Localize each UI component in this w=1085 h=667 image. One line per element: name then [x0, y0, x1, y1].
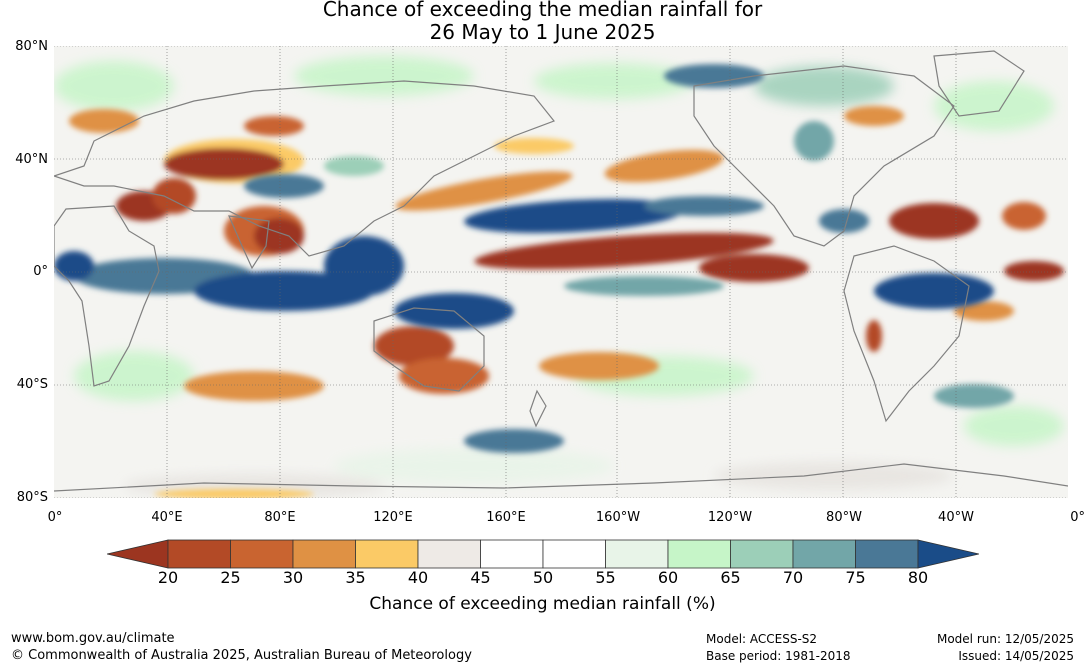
title-line-2: 26 May to 1 June 2025 — [429, 20, 656, 44]
colorbar-swatch-55-60 — [605, 539, 669, 569]
colorbar-swatch-50-55 — [542, 539, 606, 569]
lat-label-0: 0° — [33, 264, 48, 279]
colorbar-tick-70: 70 — [782, 568, 804, 587]
colorbar-title: Chance of exceeding median rainfall (%) — [369, 594, 716, 614]
colorbar-swatch-30-35 — [292, 539, 356, 569]
colorbar-swatch-40-45 — [417, 539, 481, 569]
lon-label-0: 0° — [47, 510, 63, 525]
lon-label-120e: 120°E — [373, 510, 413, 525]
rainfall-map — [54, 46, 1068, 498]
map-svg — [54, 46, 1068, 498]
colorbar-tick-35: 35 — [345, 568, 366, 587]
map-title: Chance of exceeding the median rainfall … — [0, 0, 1085, 44]
lon-label-160w: 160°W — [595, 510, 641, 525]
model-name: Model: ACCESS-S2 — [706, 632, 818, 646]
colorbar-swatch-60-65 — [667, 539, 731, 569]
copyright-text: © Commonwealth of Australia 2025, Austra… — [11, 648, 472, 663]
colorbar-tick-75: 75 — [845, 568, 866, 587]
colorbar-low-extend — [106, 539, 169, 569]
colorbar-swatch-20-25 — [167, 539, 231, 569]
lat-label-80s: 80°S — [16, 490, 48, 505]
colorbar-svg — [106, 539, 980, 569]
colorbar-tick-45: 45 — [470, 568, 491, 587]
colorbar-tick-65: 65 — [720, 568, 741, 587]
lat-label-40n: 40°N — [15, 152, 48, 167]
base-period: Base period: 1981-2018 — [706, 649, 851, 663]
colorbar-tick-50: 50 — [532, 568, 554, 587]
colorbar-tick-30: 30 — [282, 568, 304, 587]
colorbar-swatch-65-70 — [730, 539, 794, 569]
lon-label-0-right: 0° — [1070, 510, 1085, 525]
lat-label-40s: 40°S — [16, 377, 48, 392]
colorbar-swatch-35-40 — [355, 539, 419, 569]
colorbar-tick-40: 40 — [407, 568, 429, 587]
colorbar-tick-25: 25 — [220, 568, 241, 587]
model-run-date: Model run: 12/05/2025 — [936, 632, 1074, 646]
lat-label-80n: 80°N — [15, 39, 48, 54]
lon-label-80w: 80°W — [826, 510, 862, 525]
colorbar-tick-80: 80 — [907, 568, 929, 587]
colorbar-swatch-25-30 — [230, 539, 294, 569]
colorbar-swatch-75-80 — [855, 539, 919, 569]
issued-date: Issued: 14/05/2025 — [958, 649, 1074, 663]
graticule — [54, 46, 1068, 498]
lon-label-80e: 80°E — [264, 510, 296, 525]
dry-anomalies — [69, 106, 1064, 498]
lon-label-40e: 40°E — [151, 510, 183, 525]
colorbar-swatch-70-75 — [792, 539, 856, 569]
lon-label-40w: 40°W — [938, 510, 974, 525]
colorbar-tick-20: 20 — [157, 568, 179, 587]
colorbar-swatch-45-50 — [480, 539, 544, 569]
website-link[interactable]: www.bom.gov.au/climate — [11, 631, 175, 646]
lon-label-120w: 120°W — [707, 510, 753, 525]
coastlines — [54, 50, 1068, 492]
colorbar-tick-60: 60 — [657, 568, 679, 587]
title-line-1: Chance of exceeding the median rainfall … — [322, 0, 763, 21]
colorbar — [106, 538, 980, 570]
colorbar-tick-55: 55 — [595, 568, 616, 587]
lon-label-160e: 160°E — [486, 510, 526, 525]
colorbar-high-extend — [917, 539, 980, 569]
